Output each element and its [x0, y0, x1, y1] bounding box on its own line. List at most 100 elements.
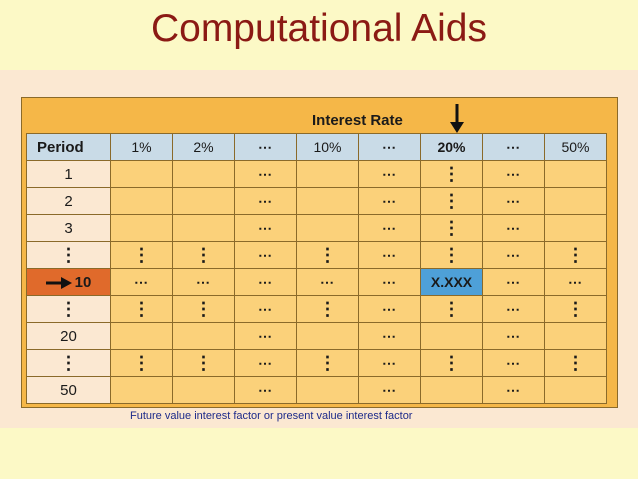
- period-cell: 2: [26, 187, 111, 215]
- table-cell: ⋯: [358, 349, 421, 377]
- arrow-down-icon: [450, 104, 464, 133]
- table-cell: ⋮: [110, 241, 173, 269]
- table-cell: [172, 160, 235, 188]
- table-cell: ⋯: [358, 376, 421, 404]
- rate-header: 1%: [110, 133, 173, 161]
- table-cell: [296, 376, 359, 404]
- table-cell: [110, 376, 173, 404]
- table-cell: [110, 322, 173, 350]
- interest-factor-table: Period 1% 2% ⋯ 10% ⋯ 20% ⋯ 50% 1 ⋯ ⋯ ⋮ ⋯ 2 ⋯ ⋯ ⋮ ⋯ 3 ⋯ ⋯ ⋮ ⋯ ⋮ ⋮ ⋮…: [26, 133, 607, 404]
- arrow-right-icon: [45, 274, 75, 291]
- table-cell: ⋯: [358, 241, 421, 269]
- table-cell: ⋯: [358, 160, 421, 188]
- period-header: Period: [26, 133, 111, 161]
- table-cell: ⋯: [296, 268, 359, 296]
- rate-header: 50%: [544, 133, 607, 161]
- table-cell: ⋯: [544, 268, 607, 296]
- table-cell: ⋮: [420, 295, 483, 323]
- table-cell: ⋯: [482, 187, 545, 215]
- table-cell: ⋯: [358, 268, 421, 296]
- table-row: 1 ⋯ ⋯ ⋮ ⋯: [26, 160, 607, 188]
- table-row: ⋮ ⋮ ⋮ ⋯ ⋮ ⋯ ⋮ ⋯ ⋮: [26, 349, 607, 377]
- period-cell: 1: [26, 160, 111, 188]
- table-cell: ⋯: [172, 268, 235, 296]
- table-cell: ⋯: [482, 376, 545, 404]
- rate-header: 10%: [296, 133, 359, 161]
- table-cell: ⋯: [482, 214, 545, 242]
- table-cell: ⋯: [234, 295, 297, 323]
- period-cell: ⋮: [26, 349, 111, 377]
- table-cell: [110, 187, 173, 215]
- period-cell: 50: [26, 376, 111, 404]
- table-cell: ⋮: [420, 241, 483, 269]
- period-label: 10: [74, 273, 92, 291]
- answer-cell: X.XXX: [420, 268, 483, 296]
- table-cell: ⋯: [358, 322, 421, 350]
- rate-header: ⋯: [482, 133, 545, 161]
- table-cell: ⋯: [234, 268, 297, 296]
- table-cell: ⋯: [482, 160, 545, 188]
- table-cell: [110, 214, 173, 242]
- rate-header: 2%: [172, 133, 235, 161]
- table-cell: ⋮: [420, 160, 483, 188]
- table-cell: ⋮: [296, 241, 359, 269]
- rate-header-highlight: 20%: [420, 133, 483, 161]
- table-cell: ⋯: [234, 214, 297, 242]
- slide-title: Computational Aids: [150, 7, 488, 50]
- table-cell: [544, 322, 607, 350]
- table-cell: ⋯: [358, 214, 421, 242]
- table-cell: ⋮: [544, 241, 607, 269]
- table-cell: ⋮: [544, 349, 607, 377]
- table-cell: [420, 376, 483, 404]
- table-cell: ⋮: [420, 187, 483, 215]
- table-row: 3 ⋯ ⋯ ⋮ ⋯: [26, 214, 607, 242]
- table-row: 20 ⋯ ⋯ ⋯: [26, 322, 607, 350]
- table-cell: ⋮: [544, 295, 607, 323]
- table-cell: [544, 214, 607, 242]
- table-cell: ⋮: [110, 295, 173, 323]
- table-cell: ⋮: [172, 295, 235, 323]
- period-cell: ⋮: [26, 241, 111, 269]
- table-cell: ⋮: [420, 349, 483, 377]
- table-cell: ⋯: [482, 268, 545, 296]
- period-cell-highlight: 10: [26, 268, 111, 296]
- table-cell: ⋯: [358, 295, 421, 323]
- table-cell: [296, 160, 359, 188]
- table-cell: ⋯: [482, 322, 545, 350]
- table-cell: [172, 214, 235, 242]
- table-cell: ⋯: [482, 241, 545, 269]
- table-cell: [296, 187, 359, 215]
- period-cell: 20: [26, 322, 111, 350]
- table-cell: ⋯: [482, 349, 545, 377]
- table-cell: ⋮: [110, 349, 173, 377]
- table-row: ⋮ ⋮ ⋮ ⋯ ⋮ ⋯ ⋮ ⋯ ⋮: [26, 241, 607, 269]
- table-cell: [544, 376, 607, 404]
- table-cell: ⋮: [296, 349, 359, 377]
- period-cell: ⋮: [26, 295, 111, 323]
- rate-header: ⋯: [358, 133, 421, 161]
- table-cell: [296, 322, 359, 350]
- table-cell: ⋯: [234, 160, 297, 188]
- table-cell: ⋯: [234, 376, 297, 404]
- table-cell: ⋮: [420, 214, 483, 242]
- table-cell: ⋯: [358, 187, 421, 215]
- table-cell: ⋯: [234, 349, 297, 377]
- table-cell: ⋯: [234, 187, 297, 215]
- interest-rate-label: Interest Rate: [312, 112, 403, 129]
- table-cell: ⋯: [234, 241, 297, 269]
- table-row: 50 ⋯ ⋯ ⋯: [26, 376, 607, 404]
- rate-header: ⋯: [234, 133, 297, 161]
- table-cell: [172, 187, 235, 215]
- table-cell: ⋮: [296, 295, 359, 323]
- table-cell: ⋮: [172, 241, 235, 269]
- table-caption: Future value interest factor or present …: [130, 410, 413, 422]
- table-cell: ⋮: [172, 349, 235, 377]
- table-cell: [110, 160, 173, 188]
- table-cell: ⋯: [482, 295, 545, 323]
- table-cell: [296, 214, 359, 242]
- table-row: ⋮ ⋮ ⋮ ⋯ ⋮ ⋯ ⋮ ⋯ ⋮: [26, 295, 607, 323]
- table-row: 10 ⋯ ⋯ ⋯ ⋯ ⋯ X.XXX ⋯ ⋯: [26, 268, 607, 296]
- period-cell: 3: [26, 214, 111, 242]
- table-cell: ⋯: [110, 268, 173, 296]
- table-cell: [420, 322, 483, 350]
